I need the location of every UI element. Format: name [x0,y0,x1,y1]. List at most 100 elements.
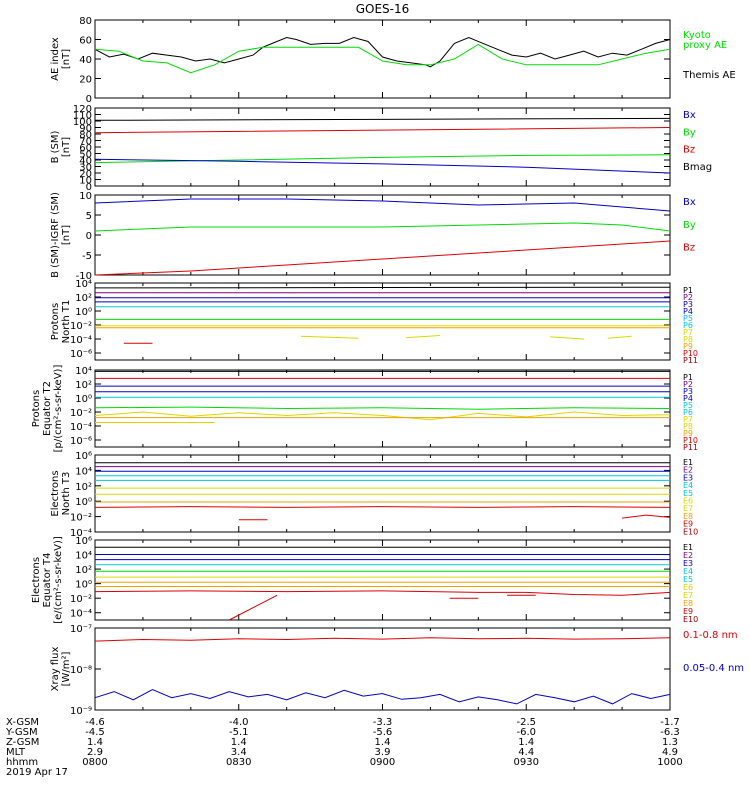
y-axis-label-ae: [nT] [61,49,72,69]
y-tick-label-xray: 10⁻⁹ [70,706,92,717]
y-axis-label-pn: Protons [50,303,61,340]
chart-title: GOES-16 [356,2,410,16]
series-line-pn-P1 [94,286,671,289]
y-axis-label-xray: [W/m²] [61,651,72,686]
ephemeris-label: hhmm [6,757,38,768]
series-line-pn-P9d [607,335,632,339]
legend-entry-en: E6 [683,497,693,506]
legend-entry-pe: P7 [683,415,693,424]
ephemeris-value: 1.4 [375,737,391,748]
ephemeris-value: -3.3 [373,717,393,728]
legend-entry-pn: P10 [683,349,698,358]
y-tick-label-en: 10⁴ [75,466,92,477]
ephemeris-value: 4.9 [662,747,678,758]
y-axis-label-ee: [e/(cm²-s-sr-keV)] [53,536,64,624]
legend-entry-pe: P4 [683,394,693,403]
legend-entry-ee: E10 [683,615,698,624]
y-tick-label-pn: 10⁰ [75,307,92,318]
series-line-ae-Themis-AE [94,36,671,68]
y-tick-label-bsm: 110 [73,111,92,122]
y-tick-label-ee: 10⁻² [70,594,92,605]
ephemeris-value: 0930 [514,757,539,768]
legend-entry-pe: P1 [683,373,693,382]
legend-entry-pn: P5 [683,314,693,323]
legend-entry-ee: E3 [683,559,693,568]
panel-frame-bdiff [94,194,671,276]
y-axis-label-bsm: [nT] [61,137,72,157]
y-tick-label-pn: 10² [75,293,92,304]
y-tick-label-pn: 10⁻⁴ [70,335,92,346]
series-line-bsm-Bx [94,158,671,174]
ephemeris-value: -4.6 [85,717,105,728]
legend-entry-pn: P2 [683,293,693,302]
ephemeris-value: 0830 [226,757,251,768]
ephemeris-value: 4.4 [518,747,534,758]
ephemeris-value: 1.3 [662,737,678,748]
legend-entry-pe: P10 [683,436,698,445]
series-line-en-E9 [94,506,671,508]
y-tick-label-ae: 60 [79,36,92,47]
ephemeris-value: -5.6 [373,727,393,738]
y-tick-label-en: 10⁻² [70,513,92,524]
y-tick-label-bdiff: -5 [82,251,92,262]
panel-frame-pe [94,369,671,448]
y-axis-label-bdiff: B (SM)-IGRF (SM) [50,192,61,278]
series-line-pn-P9a [300,335,359,339]
legend-entry-en: E5 [683,489,693,498]
ephemeris-value: 1.4 [518,737,534,748]
legend-entry-bdiff: Bx [683,197,696,208]
y-tick-label-bsm: 120 [73,104,92,115]
legend-entry-pn: P8 [683,335,693,344]
panel-frame-pn [94,282,671,361]
series-line-ee-E9 [94,590,671,596]
series-line-xray-0-05-0-4-nm [94,688,671,705]
y-tick-label-pe: 10⁰ [75,394,92,405]
ephemeris-value: 3.9 [375,747,391,758]
y-tick-label-bdiff: 5 [86,211,92,222]
y-tick-label-pe: 10² [75,380,92,391]
legend-entry-ee: E4 [683,567,693,576]
y-tick-label-pn: 10⁴ [75,279,92,290]
legend-entry-en: E1 [683,458,693,467]
legend-entry-pe: P5 [683,401,693,410]
ephemeris-value: -4.5 [85,727,105,738]
legend-entry-bsm: By [683,127,696,138]
legend-entry-ee: E5 [683,575,693,584]
legend-entry-pn: P4 [683,307,693,316]
series-line-xray-0-1-0-8-nm [94,637,671,642]
legend-entry-bsm: Bx [683,110,696,121]
y-tick-label-ee: 10⁻⁴ [70,609,92,620]
series-line-bsm-Bz [94,127,671,134]
legend-entry-bsm: Bz [683,145,695,156]
series-line-bdiff-Bz [94,240,671,276]
y-axis-label-en: North T3 [61,472,72,516]
legend-entry-ee: E6 [683,583,693,592]
legend-entry-pe: P9 [683,429,693,438]
y-axis-label-pe: [p/(cm²-s-sr-keV)] [53,365,64,453]
y-axis-label-ee: Electrons [31,557,42,603]
series-line-ee-E10a [228,594,278,621]
legend-entry-ee: E7 [683,591,693,600]
y-tick-label-bdiff: 10 [79,191,92,202]
legend-entry-en: E3 [683,473,693,482]
series-line-pe-P6 [94,406,671,410]
legend-entry-pe: P6 [683,408,693,417]
legend-entry-en: E2 [683,466,693,475]
y-tick-label-en: 10⁻⁴ [70,528,92,539]
ephemeris-value: 1.4 [87,737,103,748]
y-axis-label-en: Electrons [50,470,61,516]
ephemeris-value: -6.0 [516,727,536,738]
legend-entry-xray: 0.05-0.4 nm [683,663,744,674]
y-tick-label-bdiff: 0 [86,231,92,242]
series-line-bsm-Bmag [94,117,671,121]
legend-entry-bdiff: Bz [683,243,695,254]
series-line-en-E10b [622,514,671,519]
y-tick-label-bdiff: -10 [76,271,92,282]
y-tick-label-en: 10⁰ [75,497,92,508]
legend-entry-ee: E8 [683,599,693,608]
legend-entry-pn: P1 [683,286,693,295]
ephemeris-value: 1000 [657,757,682,768]
y-axis-label-bsm: B (SM) [50,130,61,163]
y-tick-label-ae: 80 [79,16,92,27]
